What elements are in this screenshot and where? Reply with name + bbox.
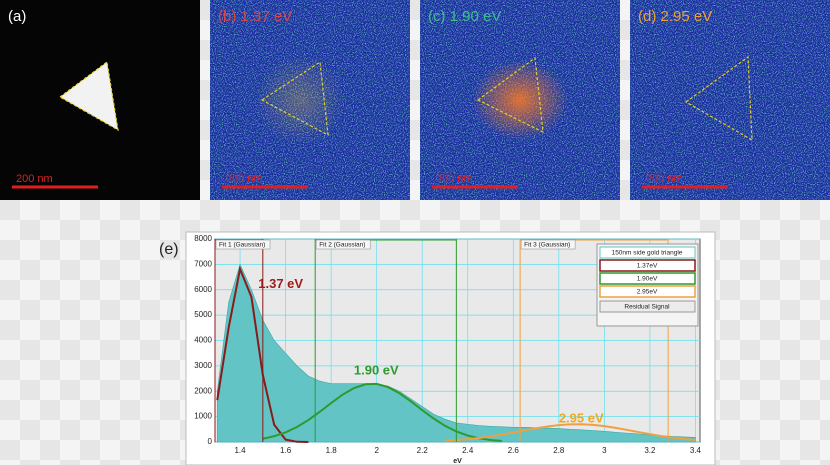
plasmon-glow [255,55,345,145]
image-panel: (a) 200 nm [0,0,200,200]
panel-noise [630,0,830,200]
y-tick-label: 8000 [194,234,212,243]
fit-label: Fit 3 (Gaussian) [524,242,570,249]
scale-label: 200 nm [646,173,683,185]
image-panel: (c) 1.90 eV 200 nm [420,0,620,200]
figure-label: (e) [159,241,179,258]
x-tick-label: 1.6 [280,446,292,455]
y-tick-label: 2000 [194,386,212,395]
x-axis-label: eV [453,458,462,465]
legend-entry: 1.90eV [637,276,658,283]
legend-entry-box [599,300,696,313]
panel-label: (b) 1.37 eV [218,8,292,25]
fit-label-box [215,239,271,250]
scale-label: 200 nm [16,173,53,185]
fit-label-box [315,239,371,250]
peak-annotation: 1.90 eV [354,362,399,377]
scale-label: 200 nm [226,173,263,185]
panel-label: (c) 1.90 eV [428,8,501,25]
x-tick-label: 2 [374,446,379,455]
x-tick-label: 2.4 [462,446,474,455]
x-tick-label: 1.8 [326,446,338,455]
y-tick-label: 5000 [194,310,212,319]
y-tick-label: 3000 [194,361,212,370]
scale-label: 200 nm [436,173,473,185]
y-tick-label: 0 [208,437,213,446]
x-tick-label: 2.2 [417,446,429,455]
x-tick-label: 1.4 [234,446,246,455]
fit-curve [262,382,502,443]
triangle-outline [684,55,753,142]
x-tick-label: 2.6 [508,446,520,455]
x-tick-label: 2.8 [553,446,565,455]
fit-label-box [520,239,576,250]
fit-label: Fit 2 (Gaussian) [319,242,365,249]
y-tick-label: 1000 [194,412,212,421]
x-tick-label: 3.4 [690,446,702,455]
legend-entry-box [599,259,696,272]
nanotriangle [60,62,118,130]
legend-entry: 1.37eV [637,263,658,270]
legend-entry: 2.95eV [637,289,658,296]
x-tick-label: 3 [602,446,607,455]
triangle-outline [476,56,544,134]
y-tick-label: 7000 [194,259,212,268]
fit-label: Fit 1 (Gaussian) [219,242,265,249]
spectrum-area [216,263,696,443]
panel-label: (d) 2.95 eV [638,8,712,25]
triangle-outline [260,60,329,137]
triangle-outline [58,60,119,132]
panel-label: (a) [8,8,26,25]
legend-title-box [599,246,696,259]
image-panel: (b) 1.37 eV 200 nm [210,0,410,200]
plasmon-glow [472,60,568,140]
legend-entry-box [599,272,696,285]
legend-entry-box [599,285,696,298]
fit-curve [444,423,696,442]
peak-annotation: 2.95 eV [559,411,604,426]
y-tick-label: 6000 [194,285,212,294]
x-tick-label: 3.2 [644,446,656,455]
legend-title: 150nm side gold triangle [612,250,683,257]
y-tick-label: 4000 [194,336,212,345]
image-panel: (d) 2.95 eV 200 nm [630,0,830,200]
peak-annotation: 1.37 eV [258,276,303,291]
legend-entry: Residual Signal [624,304,670,311]
